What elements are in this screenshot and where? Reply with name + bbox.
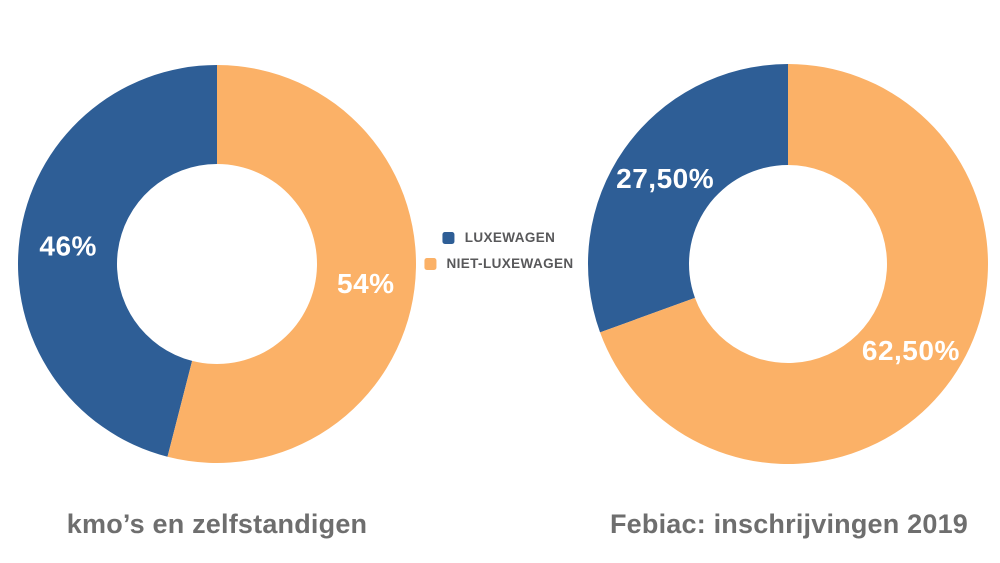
donut-slice-luxewagen-chart2 — [588, 64, 788, 333]
slice-value-label: 54% — [337, 268, 395, 299]
donut-slice-luxewagen-chart1 — [18, 65, 217, 457]
legend-item-niet-luxewagen: NIET-LUXEWAGEN — [424, 256, 573, 271]
chart-legend: LUXEWAGEN NIET-LUXEWAGEN — [424, 230, 573, 271]
slice-value-label: 27,50% — [616, 163, 714, 194]
right-chart-title: Febiac: inschrijvingen 2019 — [609, 509, 969, 539]
legend-label-luxewagen: LUXEWAGEN — [464, 230, 556, 245]
legend-item-luxewagen: LUXEWAGEN — [442, 230, 556, 245]
slice-value-label: 62,50% — [862, 335, 960, 366]
donut-slice-niet-luxewagen-chart1 — [167, 65, 416, 464]
legend-label-niet-luxewagen: NIET-LUXEWAGEN — [446, 256, 574, 271]
legend-marker-niet-luxewagen — [424, 257, 437, 270]
left-chart-title: kmo’s en zelfstandigen — [66, 509, 368, 539]
legend-marker-luxewagen — [442, 231, 455, 244]
slice-value-label: 46% — [39, 230, 97, 261]
donut-slice-niet-luxewagen-chart2 — [600, 64, 988, 465]
